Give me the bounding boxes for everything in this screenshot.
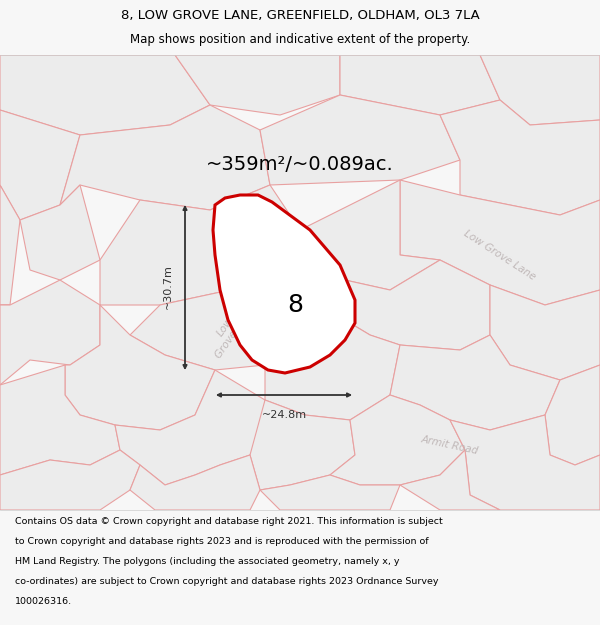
Polygon shape <box>545 365 600 465</box>
Polygon shape <box>130 270 320 370</box>
Polygon shape <box>450 415 600 510</box>
Polygon shape <box>100 185 300 305</box>
Polygon shape <box>390 335 560 430</box>
Polygon shape <box>20 185 100 280</box>
Polygon shape <box>213 195 355 373</box>
Polygon shape <box>250 400 355 490</box>
Polygon shape <box>65 305 215 430</box>
Polygon shape <box>490 285 600 380</box>
Polygon shape <box>175 55 340 115</box>
Polygon shape <box>60 105 270 210</box>
Polygon shape <box>340 55 500 115</box>
Polygon shape <box>400 180 600 305</box>
Polygon shape <box>0 280 100 385</box>
Text: Map shows position and indicative extent of the property.: Map shows position and indicative extent… <box>130 33 470 46</box>
Polygon shape <box>260 475 400 510</box>
Polygon shape <box>320 260 490 350</box>
Text: HM Land Registry. The polygons (including the associated geometry, namely x, y: HM Land Registry. The polygons (includin… <box>15 557 400 566</box>
Polygon shape <box>300 180 440 290</box>
Text: 8, LOW GROVE LANE, GREENFIELD, OLDHAM, OL3 7LA: 8, LOW GROVE LANE, GREENFIELD, OLDHAM, O… <box>121 9 479 22</box>
Text: Low Grove Lane: Low Grove Lane <box>463 228 538 282</box>
Polygon shape <box>400 450 500 510</box>
Polygon shape <box>440 100 600 215</box>
Polygon shape <box>260 95 460 185</box>
Polygon shape <box>0 365 120 475</box>
Text: ~30.7m: ~30.7m <box>163 264 173 309</box>
Text: 100026316.: 100026316. <box>15 598 72 606</box>
Text: Contains OS data © Crown copyright and database right 2021. This information is : Contains OS data © Crown copyright and d… <box>15 517 443 526</box>
Text: Low
Grove Lane: Low Grove Lane <box>204 299 256 361</box>
Text: ~24.8m: ~24.8m <box>262 410 307 420</box>
Polygon shape <box>480 55 600 125</box>
Text: ~359m²/~0.089ac.: ~359m²/~0.089ac. <box>206 156 394 174</box>
Text: 8: 8 <box>287 293 303 317</box>
Text: to Crown copyright and database rights 2023 and is reproduced with the permissio: to Crown copyright and database rights 2… <box>15 537 428 546</box>
Text: co-ordinates) are subject to Crown copyright and database rights 2023 Ordnance S: co-ordinates) are subject to Crown copyr… <box>15 578 439 586</box>
Polygon shape <box>265 320 400 420</box>
Polygon shape <box>0 450 140 510</box>
Polygon shape <box>0 55 210 135</box>
Polygon shape <box>130 455 260 510</box>
Text: Armit Road: Armit Road <box>421 434 479 456</box>
Polygon shape <box>0 305 10 385</box>
Polygon shape <box>0 185 20 305</box>
Polygon shape <box>115 370 265 485</box>
Polygon shape <box>330 395 465 485</box>
Polygon shape <box>0 110 80 220</box>
